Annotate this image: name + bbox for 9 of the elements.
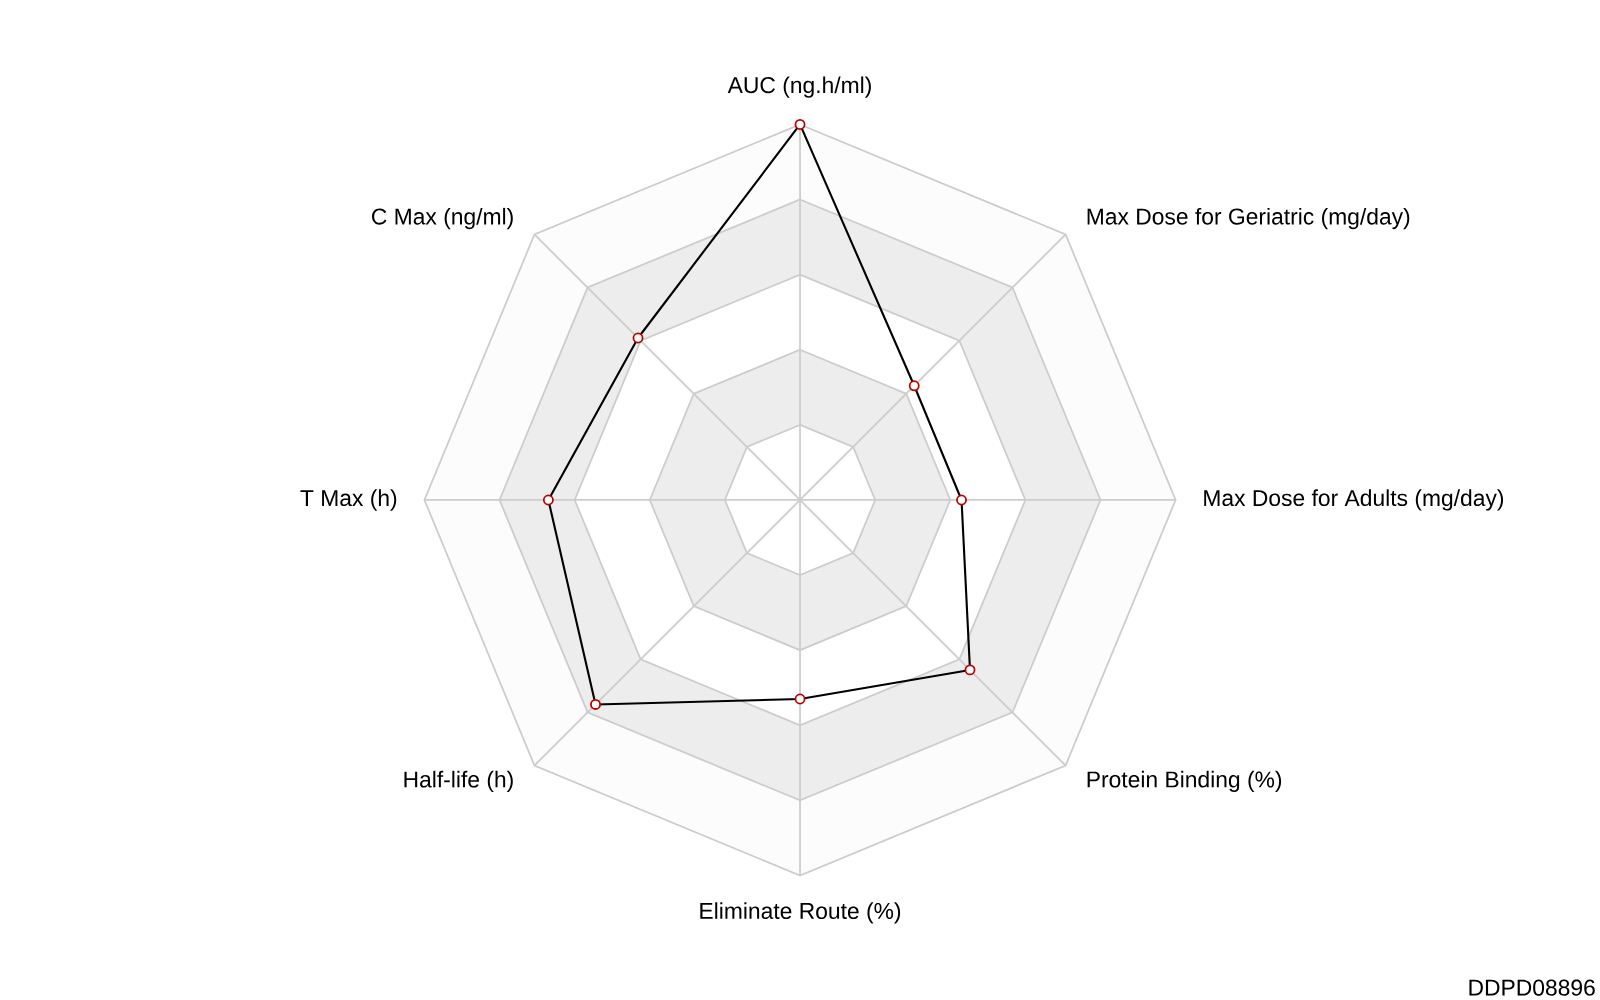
spoke-label: Max Dose for Geriatric (mg/day)	[1087, 207, 1410, 230]
spoke-label: AUC (ng.h/ml)	[727, 76, 871, 98]
text: DDPD08896	[1469, 979, 1595, 996]
spoke-label: T Max (h)	[300, 489, 397, 511]
spoke-label: Max Dose for Adults (mg/day)	[1204, 489, 1504, 511]
spoke-label: Half-life (h)	[404, 770, 513, 793]
spoke-label: Protein Binding (%)	[1087, 770, 1282, 793]
spoke-label: Eliminate Route (%)	[700, 902, 901, 924]
spoke-label: C Max (ng/ml)	[372, 207, 513, 230]
